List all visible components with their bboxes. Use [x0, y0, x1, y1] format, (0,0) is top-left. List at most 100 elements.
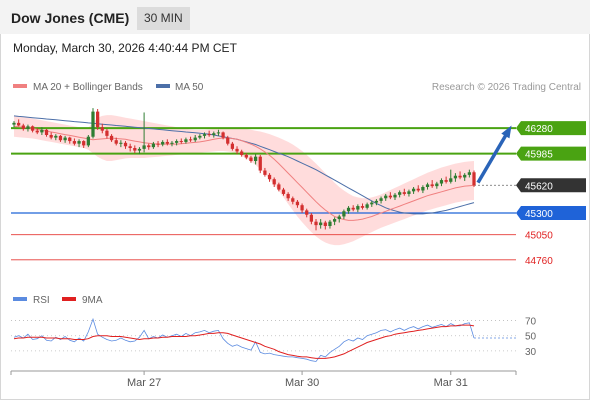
forecast-arrow-shaft — [476, 130, 510, 184]
candle-body-29 — [147, 145, 151, 148]
candle-body-59 — [286, 193, 290, 199]
forecast-arrow — [476, 125, 512, 184]
candle-body-67 — [323, 222, 327, 226]
candle-body-50 — [244, 154, 248, 158]
ma20-legend-label: MA 20 + Bollinger Bands — [33, 82, 143, 93]
candle-body-21 — [109, 135, 114, 141]
candle-body-35 — [175, 141, 179, 143]
candle-body-70 — [337, 216, 341, 220]
level-label-45620: 45620 — [525, 181, 553, 192]
x-tick-label-1: Mar 30 — [285, 377, 319, 389]
level-tag-45620 — [516, 178, 586, 193]
candle-body-78 — [374, 200, 379, 203]
rsi-line — [13, 317, 475, 362]
moving-averages — [13, 115, 475, 221]
candle-body-42 — [207, 134, 211, 136]
candle-body-10 — [58, 135, 63, 141]
candle-body-80 — [384, 195, 388, 199]
rsi-tick-30: 30 — [525, 347, 537, 358]
candle-body-76 — [365, 204, 369, 208]
candle-body-37 — [184, 139, 188, 142]
candle-body-43 — [212, 133, 216, 135]
candle-body-71 — [342, 211, 346, 217]
candle-body-32 — [161, 141, 165, 145]
candle-body-91 — [435, 183, 439, 187]
candle-body-22 — [114, 140, 118, 144]
level-label-45050: 45050 — [525, 231, 553, 242]
candle-body-52 — [253, 156, 258, 161]
candle-body-51 — [249, 157, 253, 161]
level-labels: 46280 45985 45620 45300 45050 44760 — [516, 121, 586, 267]
candle-body-69 — [332, 219, 337, 222]
candle-body-5 — [35, 130, 39, 133]
candle-body-94 — [449, 178, 453, 182]
candle-body-56 — [272, 179, 276, 185]
candle-body-41 — [202, 134, 207, 136]
candle-body-6 — [40, 129, 44, 133]
candle-body-34 — [170, 142, 174, 144]
candle-body-79 — [379, 198, 383, 201]
ma20-line — [13, 125, 475, 221]
candle-body-74 — [356, 206, 360, 210]
candle-body-49 — [240, 151, 244, 155]
candle-body-58 — [281, 189, 286, 194]
candle-body-63 — [305, 210, 309, 215]
x-tick-label-2: Mar 31 — [434, 377, 468, 389]
rsi-legend-label: RSI — [33, 295, 50, 306]
candle-body-97 — [463, 174, 467, 178]
candle-body-13 — [72, 141, 77, 144]
candle-body-54 — [263, 170, 267, 175]
level-label-44760: 44760 — [525, 256, 553, 267]
x-tick-label-0: Mar 27 — [127, 377, 161, 389]
candle-body-12 — [68, 137, 72, 142]
candle-body-68 — [328, 221, 332, 226]
rsi-tick-70: 70 — [525, 317, 537, 328]
candle-body-7 — [44, 129, 49, 135]
candle-body-83 — [398, 192, 402, 195]
candle-body-73 — [351, 207, 355, 210]
candle-body-8 — [49, 135, 53, 138]
forecast-arrow-head — [501, 125, 512, 139]
candle-body-93 — [444, 180, 448, 182]
candle-body-27 — [137, 148, 142, 151]
level-tag-45985 — [516, 146, 586, 161]
instrument-title: Dow Jones (CME) — [11, 10, 130, 26]
level-tag-45300 — [516, 206, 586, 220]
timeframe-badge[interactable]: 30 MIN — [137, 7, 190, 30]
candle-body-15 — [82, 141, 86, 146]
candle-body-3 — [26, 126, 30, 129]
candle-body-30 — [151, 143, 156, 148]
candle-body-28 — [142, 145, 146, 149]
candle-body-86 — [411, 188, 416, 192]
candle-body-95 — [453, 175, 458, 179]
rsi-tick-50: 50 — [525, 332, 537, 343]
candle-body-39 — [193, 137, 197, 141]
candle-body-40 — [198, 135, 202, 138]
ma50-legend-swatch — [156, 84, 170, 88]
candle-body-16 — [86, 136, 90, 146]
level-label-45300: 45300 — [525, 209, 553, 220]
level-label-45985: 45985 — [525, 150, 553, 161]
candle-body-17 — [91, 111, 95, 137]
candle-body-23 — [119, 142, 123, 144]
candle-body-84 — [402, 192, 406, 194]
candle-body-36 — [179, 141, 183, 143]
candle-body-1 — [17, 122, 21, 126]
candle-body-45 — [221, 132, 225, 138]
candle-body-47 — [230, 143, 235, 149]
level-label-46280: 46280 — [525, 124, 553, 135]
bollinger-bands — [14, 115, 474, 246]
candle-body-53 — [258, 156, 262, 171]
candlesticks — [12, 108, 476, 231]
chart-header: Dow Jones (CME) 30 MIN — [0, 0, 590, 34]
candle-body-82 — [393, 194, 397, 198]
bollinger-band-area — [14, 115, 474, 246]
candle-body-85 — [407, 191, 411, 194]
rsi-ma-legend-label: 9MA — [82, 295, 103, 306]
candle-body-77 — [370, 202, 374, 205]
credit-text: Research © 2026 Trading Central — [432, 82, 581, 93]
candle-body-2 — [21, 125, 25, 129]
ma50-legend-label: MA 50 — [175, 82, 204, 93]
candle-body-25 — [128, 146, 132, 148]
